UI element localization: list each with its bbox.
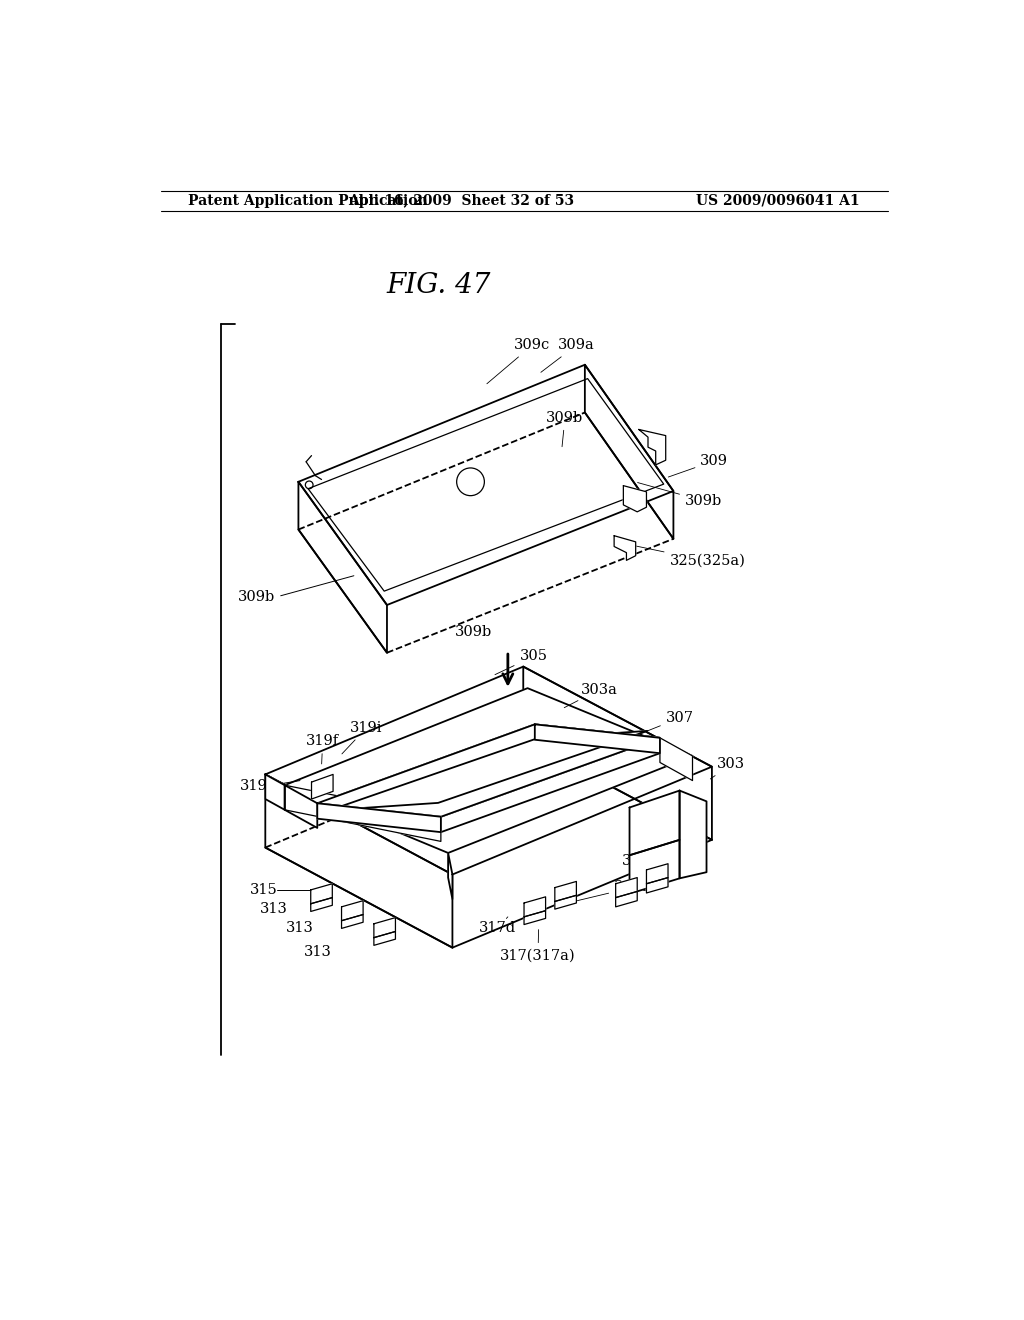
Text: 307: 307 [641,711,693,734]
Text: 309c: 309c [486,338,550,384]
Text: 319f: 319f [306,734,339,764]
Text: 309b: 309b [547,411,584,446]
Text: 313: 313 [304,945,332,958]
Polygon shape [298,364,674,605]
Polygon shape [555,895,577,909]
Text: 309b: 309b [638,483,722,508]
Text: Apr. 16, 2009  Sheet 32 of 53: Apr. 16, 2009 Sheet 32 of 53 [348,194,574,207]
Text: 319i: 319i [342,721,383,754]
Polygon shape [265,667,712,874]
Text: 313: 313 [286,921,314,936]
Polygon shape [615,878,637,898]
Polygon shape [646,863,668,884]
Polygon shape [524,911,546,924]
Polygon shape [585,364,674,539]
Polygon shape [310,898,333,911]
Text: 313: 313 [260,902,288,916]
Text: 309b: 309b [455,624,492,639]
Text: 309b: 309b [239,590,275,605]
Polygon shape [330,731,647,810]
Polygon shape [374,917,395,937]
Text: 317d: 317d [560,880,651,904]
Text: US 2009/0096041 A1: US 2009/0096041 A1 [695,194,859,207]
Text: Patent Application Publication: Patent Application Publication [188,194,428,207]
Polygon shape [298,482,387,653]
Text: 317(317a): 317(317a) [500,929,575,962]
Text: 317d: 317d [478,917,516,936]
Polygon shape [630,791,680,855]
Polygon shape [524,896,546,917]
Polygon shape [342,915,364,928]
Polygon shape [285,688,692,853]
Polygon shape [535,725,659,754]
Polygon shape [317,725,659,817]
Polygon shape [659,738,692,780]
Text: 303: 303 [711,758,745,779]
Polygon shape [614,536,636,560]
Polygon shape [680,791,707,878]
Polygon shape [310,884,333,904]
Polygon shape [285,785,441,841]
Polygon shape [317,804,441,832]
Polygon shape [265,775,453,948]
Text: 325(325a): 325(325a) [626,544,745,568]
Polygon shape [342,900,364,921]
Text: 305: 305 [495,649,548,675]
Polygon shape [555,882,577,902]
Text: 315: 315 [250,883,278,896]
Text: FIG. 47: FIG. 47 [386,272,490,298]
Polygon shape [285,785,317,828]
Polygon shape [265,775,285,810]
Text: 319i: 319i [622,854,654,879]
Text: 319: 319 [240,779,267,793]
Polygon shape [615,891,637,907]
Polygon shape [523,667,712,840]
Text: 303a: 303a [564,682,617,708]
Polygon shape [311,775,333,799]
Polygon shape [639,429,666,465]
Polygon shape [317,725,659,817]
Polygon shape [630,840,680,894]
Polygon shape [449,853,453,899]
Text: 309a: 309a [541,338,595,372]
Polygon shape [646,878,668,892]
Polygon shape [374,932,395,945]
Text: 309: 309 [669,454,728,477]
Polygon shape [624,486,646,512]
